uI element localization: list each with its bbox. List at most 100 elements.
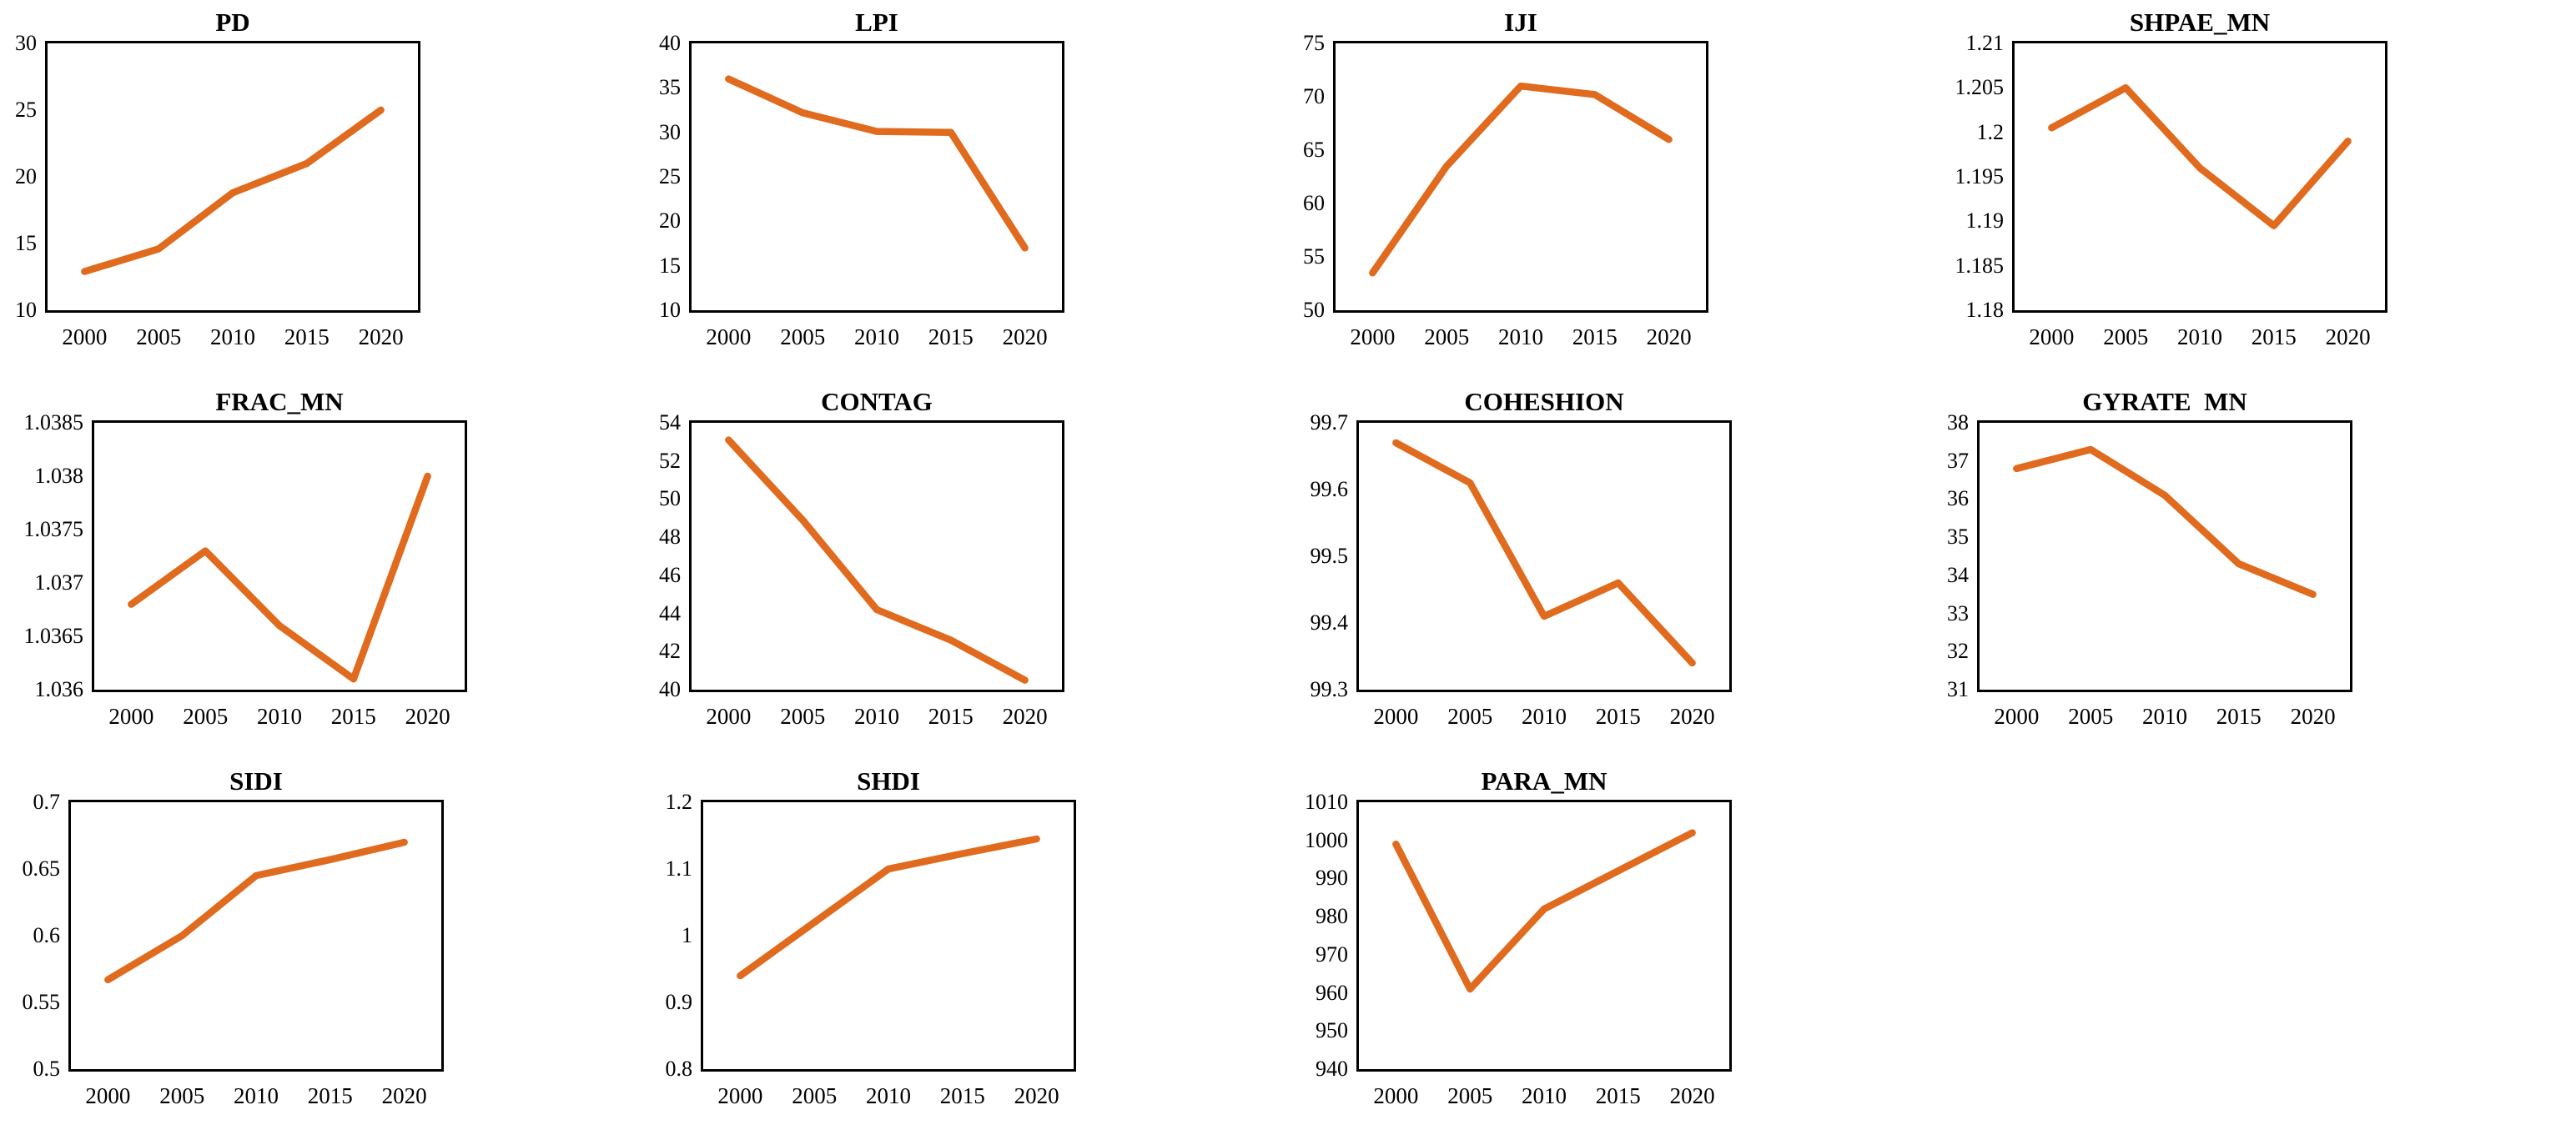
y-axis: 10 15 20 25 30 xyxy=(0,33,45,321)
data-line xyxy=(81,106,385,275)
x-tick-label: 2000 xyxy=(1350,324,1396,349)
chart-body: 1.036 1.0365 1.037 1.0375 1.038 1.0385 2000 200… xyxy=(0,412,644,729)
plot-svg xyxy=(2013,445,2317,598)
plot-area: 2000 2005 2010 2015 2020 xyxy=(1333,41,1708,349)
chart-cell-pd: PD 10 15 20 25 30 2000 2005 2010 2015 2020 xyxy=(0,0,644,379)
x-tick-label: 2015 xyxy=(939,1083,985,1108)
y-tick-label: 10 xyxy=(659,298,681,322)
chart-title: CONTAG xyxy=(821,387,933,416)
y-tick-label: 30 xyxy=(15,31,37,55)
plot-area: 2000 2005 2010 2015 2020 xyxy=(92,420,467,729)
y-tick-label: 970 xyxy=(1316,942,1348,967)
chart-title: GYRATE MN xyxy=(2082,387,2247,416)
chart-title: PD xyxy=(215,8,250,37)
x-tick-label: 2015 xyxy=(1572,324,1618,349)
x-tick-label: 2015 xyxy=(928,704,974,729)
x-tick-label: 2020 xyxy=(2325,324,2371,349)
y-tick-label: 1.185 xyxy=(1955,253,2005,278)
data-line xyxy=(1392,439,1696,667)
x-tick-label: 2000 xyxy=(1994,704,2040,729)
chart-title: LPI xyxy=(855,8,898,37)
y-tick-label: 31 xyxy=(1947,677,1969,701)
y-tick-label: 0.7 xyxy=(33,790,61,814)
y-tick-label: 940 xyxy=(1316,1057,1348,1081)
x-tick-label: 2010 xyxy=(854,324,899,349)
x-tick-label: 2005 xyxy=(2068,704,2114,729)
y-tick-label: 0.55 xyxy=(22,990,61,1014)
chart-body: 940 950 960 970 980 990 1000 1010 2000 2005 2010 20… xyxy=(1288,791,1932,1108)
y-tick-label: 99.5 xyxy=(1310,544,1349,568)
y-tick-label: 15 xyxy=(659,253,681,278)
y-axis: 50 55 60 65 70 75 xyxy=(1288,33,1333,321)
x-tick-label: 2000 xyxy=(1373,1083,1419,1108)
chart-title: PARA_MN xyxy=(1481,766,1607,796)
y-axis: 0.8 0.9 1 1.1 1.2 xyxy=(644,791,701,1080)
y-tick-label: 75 xyxy=(1303,31,1325,55)
y-tick-label: 65 xyxy=(1303,138,1325,162)
chart-title: COHESHION xyxy=(1464,387,1624,416)
data-line xyxy=(1369,82,1673,277)
plot-svg xyxy=(104,838,408,984)
y-tick-label: 1.037 xyxy=(34,570,84,595)
y-tick-label: 33 xyxy=(1947,600,1969,625)
plot-area: 2000 2005 2010 2015 2020 xyxy=(1356,800,1732,1108)
x-tick-label: 2000 xyxy=(62,324,108,349)
x-tick-label: 2005 xyxy=(2103,324,2149,349)
y-tick-label: 25 xyxy=(15,98,37,122)
data-line xyxy=(2048,84,2352,229)
x-tick-label: 2005 xyxy=(780,704,826,729)
y-tick-label: 0.5 xyxy=(33,1057,61,1081)
y-tick-label: 1000 xyxy=(1305,827,1348,852)
plot-svg xyxy=(725,75,1029,252)
chart-cell-iji: IJI 50 55 60 65 70 75 2000 2005 2010 2015 2020 xyxy=(1288,0,1932,379)
chart-body: 1.18 1.185 1.19 1.195 1.2 1.205 1.21 2000 2005 20… xyxy=(1932,33,2576,349)
y-tick-label: 1010 xyxy=(1305,790,1348,814)
chart-title: SHDI xyxy=(857,766,920,796)
y-tick-label: 1.0375 xyxy=(23,517,84,541)
y-tick-label: 1.1 xyxy=(665,856,693,881)
chart-title: FRAC_MN xyxy=(215,387,344,416)
x-tick-label: 2010 xyxy=(1498,324,1543,349)
y-tick-label: 99.4 xyxy=(1310,610,1349,635)
chart-body: 99.3 99.4 99.5 99.6 99.7 2000 2005 2010 2015 2020 xyxy=(1288,412,1932,729)
chart-body: 10 15 20 25 30 35 40 2000 2005 2010 2015 2020 xyxy=(644,33,1288,349)
x-tick-label: 2020 xyxy=(358,324,404,349)
y-tick-label: 0.9 xyxy=(665,990,693,1014)
y-tick-label: 0.8 xyxy=(665,1057,693,1081)
x-tick-label: 2015 xyxy=(2216,704,2262,729)
plot-area: 2000 2005 2010 2015 2020 xyxy=(1977,420,2352,729)
y-tick-label: 99.6 xyxy=(1310,477,1349,501)
x-tick-label: 2010 xyxy=(210,324,255,349)
x-tick-label: 2015 xyxy=(284,324,330,349)
x-tick-label: 2020 xyxy=(381,1083,427,1108)
y-tick-label: 1.18 xyxy=(1965,298,2005,322)
chart-cell-shdi: SHDI 0.8 0.9 1 1.1 1.2 2000 2005 2010 2015 2020 xyxy=(644,759,1288,1138)
y-tick-label: 1.0385 xyxy=(23,410,84,434)
y-axis: 0.5 0.55 0.6 0.65 0.7 xyxy=(0,791,68,1080)
y-tick-label: 37 xyxy=(1947,448,1969,473)
y-tick-label: 950 xyxy=(1316,1018,1348,1043)
chart-title: SHPAE_MN xyxy=(2129,8,2271,37)
y-tick-label: 54 xyxy=(659,410,681,434)
plot-svg xyxy=(2048,84,2352,229)
x-tick-label: 2020 xyxy=(1669,1083,1715,1108)
y-tick-label: 20 xyxy=(659,208,681,234)
y-tick-label: 30 xyxy=(659,119,681,144)
chart-cell-sidi: SIDI 0.5 0.55 0.6 0.65 0.7 2000 2005 2010 2015 202… xyxy=(0,759,644,1138)
x-tick-label: 2000 xyxy=(108,704,154,729)
y-tick-label: 10 xyxy=(15,298,37,322)
y-axis: 31 32 33 34 35 36 37 38 xyxy=(1932,412,1977,701)
chart-title: SIDI xyxy=(229,766,283,796)
y-tick-label: 32 xyxy=(1947,639,1969,664)
chart-cell-gyrate-mn: GYRATE MN 31 32 33 34 35 36 37 38 2000 2005 2010 201… xyxy=(1932,379,2576,759)
x-tick-label: 2020 xyxy=(405,704,450,729)
y-tick-label: 1.038 xyxy=(34,464,84,488)
y-tick-label: 42 xyxy=(659,639,681,664)
data-line xyxy=(1392,829,1696,993)
y-tick-label: 50 xyxy=(1303,298,1325,322)
plot-area: 2000 2005 2010 2015 2020 xyxy=(689,41,1064,349)
data-line xyxy=(128,472,431,683)
y-tick-label: 1.0365 xyxy=(23,624,84,648)
y-axis: 1.18 1.185 1.19 1.195 1.2 1.205 1.21 xyxy=(1932,33,2012,321)
x-tick-label: 2015 xyxy=(2251,324,2297,349)
